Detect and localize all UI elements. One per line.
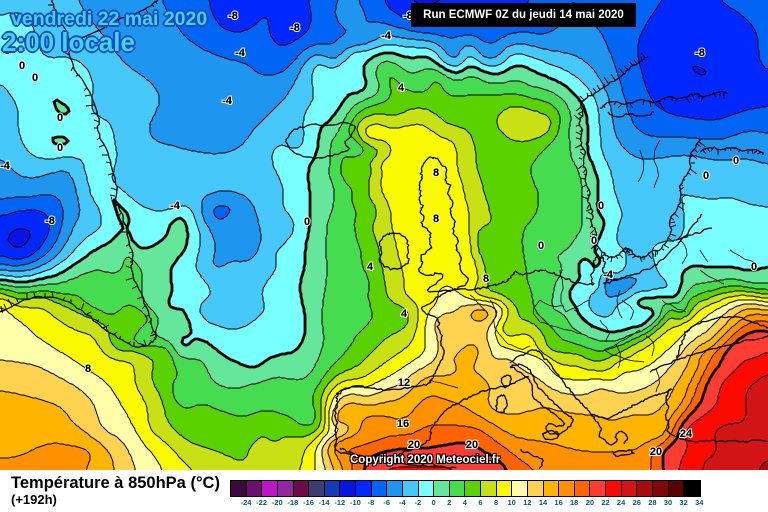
svg-text:-8: -8 [290, 22, 300, 34]
svg-text:0: 0 [591, 235, 597, 247]
svg-text:12: 12 [398, 377, 410, 389]
svg-text:0: 0 [57, 112, 63, 124]
svg-text:4: 4 [401, 308, 408, 320]
svg-text:-4: -4 [170, 200, 181, 212]
svg-text:0: 0 [733, 155, 739, 167]
svg-text:0: 0 [591, 235, 597, 247]
svg-text:20: 20 [650, 446, 662, 458]
svg-text:-8: -8 [228, 10, 238, 22]
svg-text:-8: -8 [228, 10, 238, 22]
svg-text:-4: -4 [170, 200, 181, 212]
svg-text:0: 0 [57, 142, 63, 154]
svg-text:-8: -8 [45, 215, 55, 227]
svg-text:12: 12 [398, 377, 410, 389]
svg-text:8: 8 [433, 213, 439, 225]
svg-text:0: 0 [4, 45, 10, 57]
svg-text:8: 8 [433, 167, 439, 179]
svg-text:0: 0 [4, 45, 10, 57]
svg-text:-8: -8 [290, 22, 300, 34]
svg-text:0: 0 [598, 200, 604, 212]
svg-text:-8: -8 [45, 215, 55, 227]
svg-text:0: 0 [19, 60, 25, 72]
svg-text:8: 8 [85, 363, 91, 375]
svg-text:0: 0 [703, 170, 709, 182]
svg-text:0: 0 [538, 240, 544, 252]
svg-text:20: 20 [408, 439, 420, 451]
svg-text:-8: -8 [403, 10, 413, 22]
svg-text:4: 4 [398, 82, 405, 94]
svg-text:-4: -4 [381, 30, 392, 42]
svg-text:-4: -4 [603, 269, 614, 281]
svg-text:8: 8 [433, 213, 439, 225]
svg-text:0: 0 [19, 60, 25, 72]
svg-text:24: 24 [680, 428, 693, 440]
svg-text:-4: -4 [603, 269, 614, 281]
svg-text:24: 24 [680, 428, 693, 440]
svg-text:20: 20 [408, 439, 420, 451]
svg-text:0: 0 [598, 200, 604, 212]
svg-text:20: 20 [466, 439, 478, 451]
svg-text:0: 0 [57, 112, 63, 124]
svg-text:0: 0 [751, 261, 757, 273]
svg-text:16: 16 [397, 418, 409, 430]
svg-text:8: 8 [85, 363, 91, 375]
svg-text:0: 0 [57, 142, 63, 154]
svg-text:0: 0 [304, 216, 310, 228]
svg-text:0: 0 [703, 170, 709, 182]
svg-text:-8: -8 [403, 10, 413, 22]
svg-text:4: 4 [401, 308, 408, 320]
svg-text:20: 20 [650, 446, 662, 458]
svg-text:8: 8 [483, 273, 489, 285]
svg-text:-4: -4 [0, 160, 11, 172]
svg-text:-4: -4 [381, 30, 392, 42]
svg-text:0: 0 [32, 72, 38, 84]
svg-text:4: 4 [367, 261, 374, 273]
svg-text:4: 4 [367, 261, 374, 273]
svg-text:0: 0 [304, 216, 310, 228]
svg-text:4: 4 [398, 82, 405, 94]
svg-text:-4: -4 [222, 95, 233, 107]
svg-text:0: 0 [32, 72, 38, 84]
svg-text:-4: -4 [0, 160, 11, 172]
svg-text:-8: -8 [695, 47, 705, 59]
svg-text:0: 0 [751, 261, 757, 273]
svg-text:20: 20 [466, 439, 478, 451]
svg-text:-4: -4 [222, 95, 233, 107]
svg-text:-4: -4 [235, 47, 246, 59]
svg-text:0: 0 [733, 155, 739, 167]
svg-text:8: 8 [433, 167, 439, 179]
svg-text:-4: -4 [235, 47, 246, 59]
svg-text:-8: -8 [695, 47, 705, 59]
svg-text:8: 8 [483, 273, 489, 285]
svg-text:0: 0 [538, 240, 544, 252]
svg-text:16: 16 [397, 418, 409, 430]
